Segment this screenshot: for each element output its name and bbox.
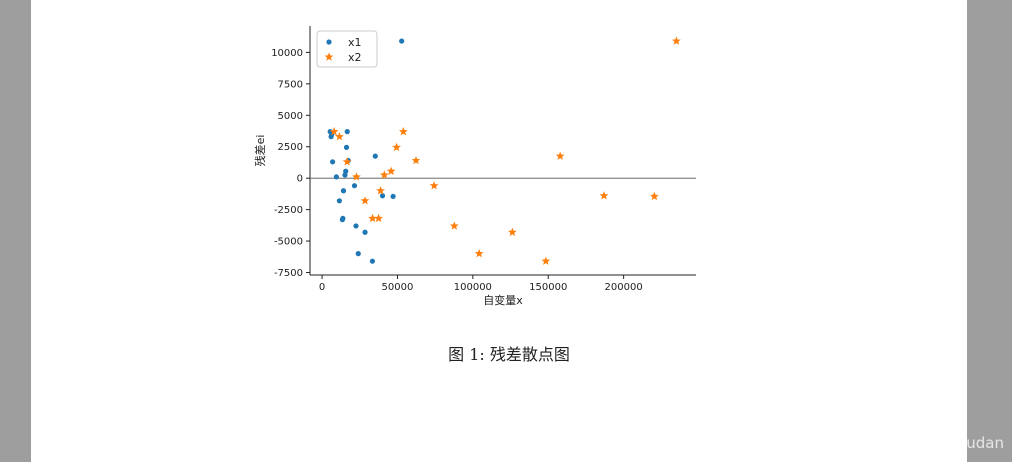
data-point-x1: [343, 168, 349, 174]
data-point-x2: [449, 221, 459, 230]
x-tick-label: 50000: [382, 282, 414, 293]
data-point-x2: [541, 256, 551, 265]
x-tick-label: 200000: [605, 282, 643, 293]
x-tick-label: 150000: [529, 282, 567, 293]
data-point-x1: [344, 129, 350, 135]
plot-axes: [309, 26, 696, 276]
axis-ticks: 0 50000 100000 150000 200000 -7500 -5000 -2500 0…: [271, 48, 643, 293]
y-axis-label: 残差ei: [253, 135, 267, 167]
data-point-x2: [507, 227, 517, 236]
data-point-x1: [355, 251, 361, 257]
data-point-x2: [352, 172, 361, 181]
data-point-x1: [369, 258, 376, 264]
data-point-x2: [474, 249, 484, 258]
data-points: [327, 36, 681, 265]
figure-caption: 图 1: 残差散点图: [448, 345, 570, 364]
y-tick-label: 7500: [278, 79, 303, 90]
y-tick-label: 10000: [271, 48, 303, 59]
data-point-x2: [342, 157, 352, 166]
y-tick-label: 0: [297, 174, 303, 185]
y-tick-label: -7500: [274, 268, 303, 279]
data-point-x2: [650, 191, 659, 201]
x-axis-label: 自变量x: [483, 293, 523, 307]
data-point-x2: [379, 170, 389, 179]
legend-marker-x2: [324, 52, 334, 61]
data-point-x1: [339, 217, 346, 223]
residual-scatter-plot: 0 50000 100000 150000 200000 -7500 -5000 -2500 0…: [253, 26, 696, 307]
data-point-x2: [329, 127, 339, 136]
data-point-x2: [392, 142, 401, 152]
data-point-x1: [343, 144, 350, 150]
legend-box: [316, 30, 378, 68]
legend-marker-x1: [326, 39, 332, 45]
legend-label-x2: x2: [348, 51, 362, 64]
data-point-x2: [376, 186, 385, 195]
x-tick-label: 0: [319, 282, 325, 293]
data-point-x1: [379, 193, 386, 199]
data-point-x2: [555, 151, 565, 160]
data-point-x1: [372, 153, 378, 159]
data-point-x1: [336, 198, 343, 204]
y-tick-label: -5000: [274, 237, 303, 248]
data-point-x1: [340, 188, 347, 194]
data-point-x1: [351, 183, 358, 189]
data-point-x2: [411, 155, 421, 165]
data-point-x1: [390, 193, 396, 200]
data-point-x2: [386, 166, 396, 175]
data-point-x2: [335, 132, 344, 141]
data-point-x2: [374, 213, 383, 223]
data-point-x2: [599, 191, 609, 200]
watermark-text: https://blog.csdn.net/Caiqiudan: [768, 434, 1004, 452]
y-tick-label: 5000: [278, 111, 303, 122]
data-point-x1: [362, 229, 368, 235]
data-point-x1: [330, 159, 336, 165]
data-point-x2: [368, 213, 377, 223]
data-point-x1: [353, 223, 359, 229]
data-point-x1: [333, 174, 339, 180]
x-tick-label: 100000: [454, 282, 492, 293]
data-point-x2: [672, 36, 681, 45]
y-tick-label: 2500: [278, 142, 303, 153]
legend-label-x1: x1: [348, 36, 362, 49]
data-point-x1: [399, 38, 405, 44]
data-point-x2: [429, 181, 439, 190]
document-page: 0 50000 100000 150000 200000 -7500 -5000 -2500 0…: [31, 0, 967, 462]
y-tick-label: -2500: [274, 205, 303, 216]
data-point-x2: [398, 127, 408, 136]
data-point-x2: [360, 196, 370, 205]
